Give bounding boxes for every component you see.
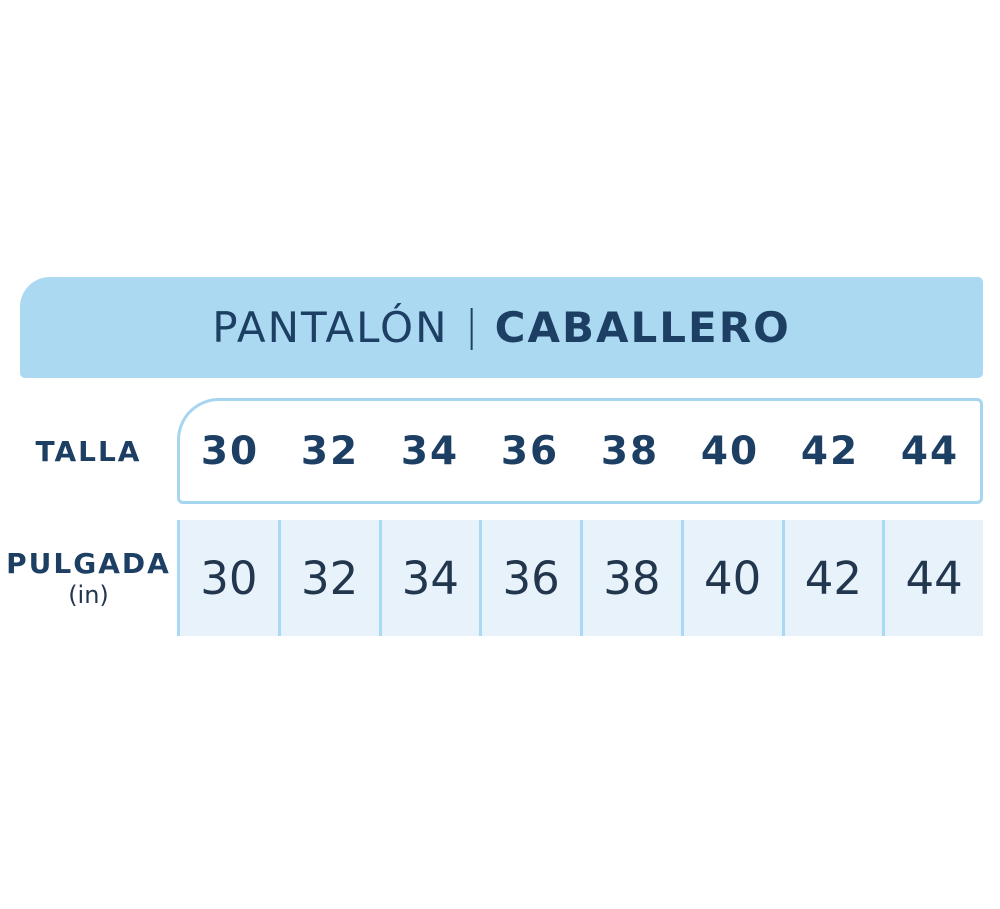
inch-cell: 42	[781, 520, 883, 636]
size-cell: 36	[500, 428, 560, 474]
pulgada-values-row: 30 32 34 36 38 40 42 44	[177, 520, 983, 636]
talla-label-text: TALLA	[35, 434, 142, 468]
size-cell: 34	[400, 428, 460, 474]
inch-cell: 32	[277, 520, 379, 636]
size-cell: 38	[600, 428, 660, 474]
inch-cell: 40	[680, 520, 782, 636]
talla-sizes-box: 30 32 34 36 38 40 42 44	[177, 398, 983, 504]
title-banner: PANTALÓN | CABALLERO	[20, 277, 983, 378]
inch-cell: 44	[882, 520, 983, 636]
size-cell: 42	[800, 428, 860, 474]
size-cell: 44	[900, 428, 960, 474]
title-secondary: CABALLERO	[494, 303, 791, 352]
size-cell: 32	[300, 428, 360, 474]
inch-cell: 38	[580, 520, 681, 636]
pulgada-row-label: PULGADA (in)	[0, 520, 177, 636]
pulgada-unit-text: (in)	[68, 581, 109, 609]
inch-cell: 30	[177, 520, 278, 636]
title-separator: |	[464, 301, 479, 350]
inch-cell: 36	[479, 520, 580, 636]
talla-row-label: TALLA	[0, 398, 177, 504]
title-primary: PANTALÓN	[212, 303, 449, 352]
size-cell: 30	[200, 428, 260, 474]
inch-cell: 34	[378, 520, 480, 636]
pulgada-label-text: PULGADA	[6, 547, 171, 580]
size-cell: 40	[700, 428, 760, 474]
